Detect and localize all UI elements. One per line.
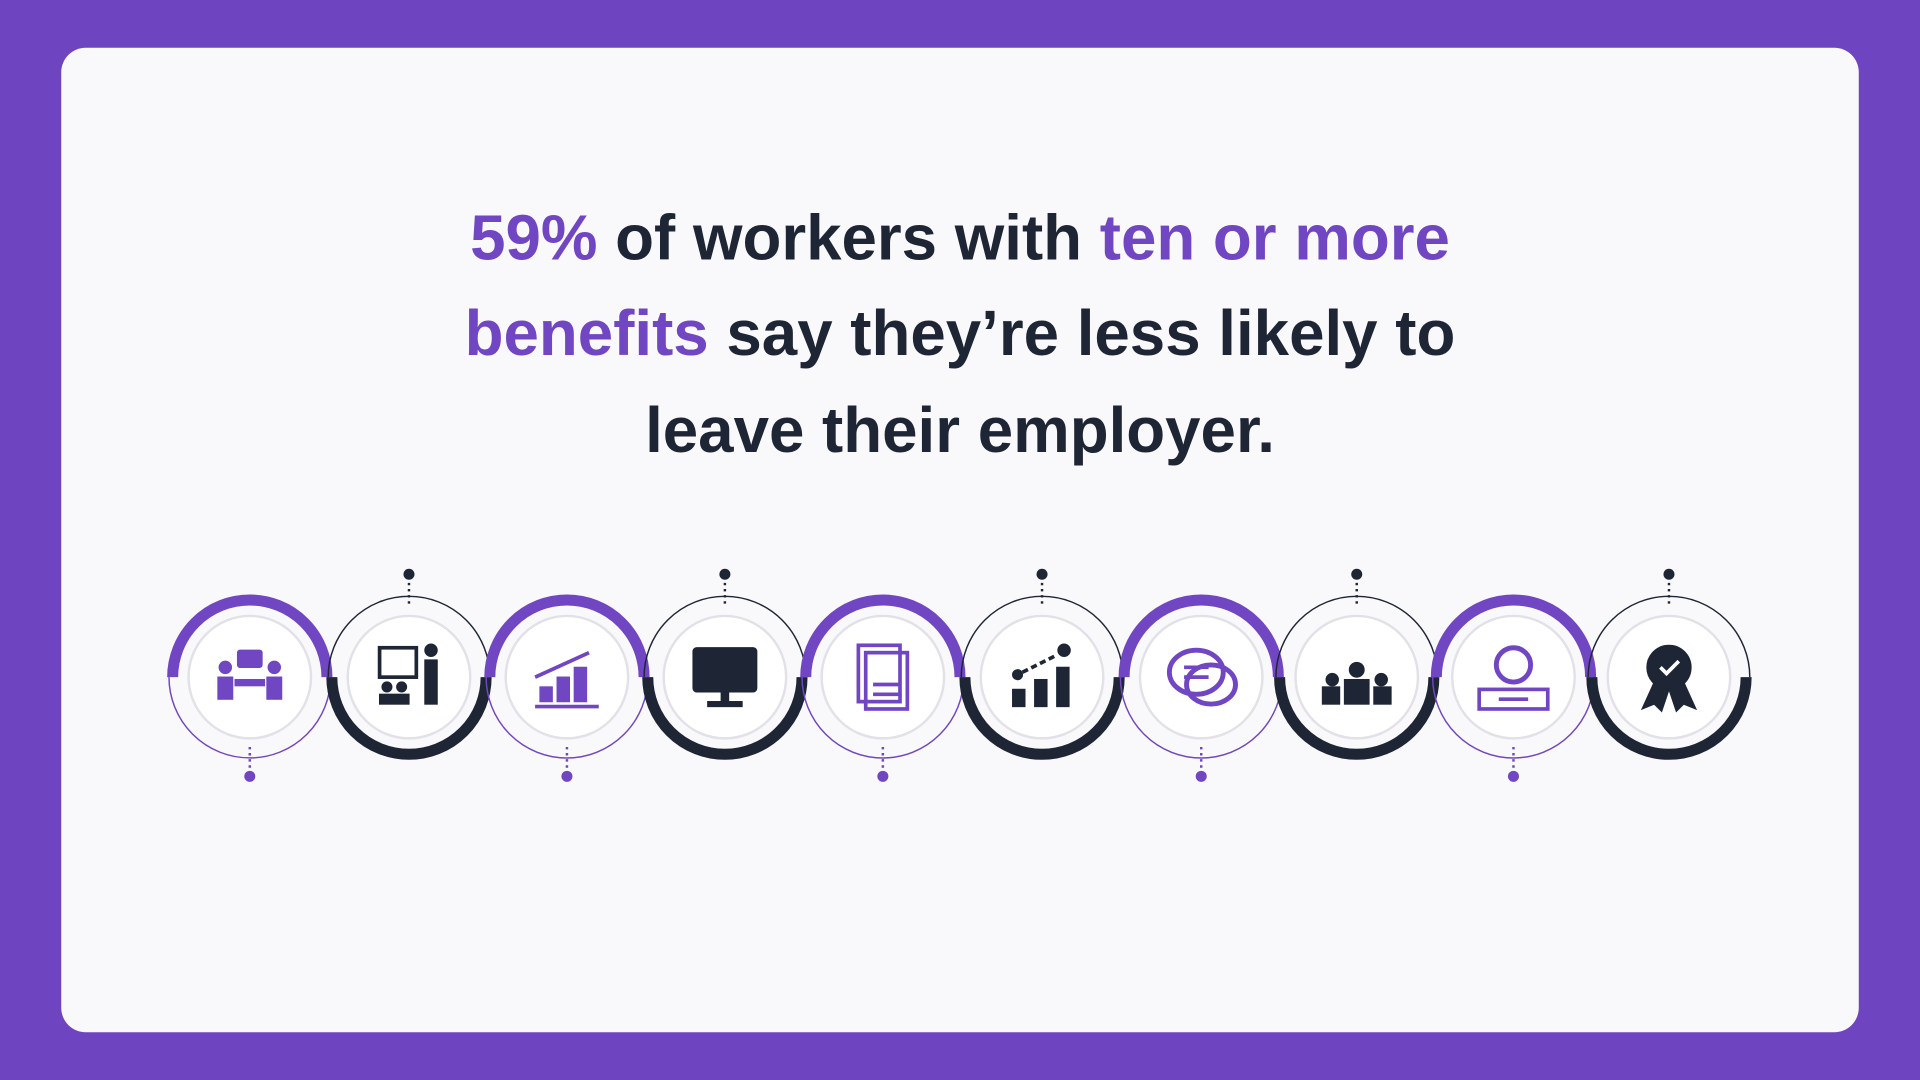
icon-part	[1325, 672, 1339, 687]
icon-part	[1348, 661, 1365, 678]
icon-part	[234, 678, 266, 687]
icon	[1321, 661, 1392, 705]
text: of workers with	[615, 203, 1082, 274]
connector-dot	[1351, 568, 1363, 580]
arc-thin	[168, 677, 332, 759]
text: say they’re less likely to	[726, 298, 1455, 369]
arc	[1118, 594, 1284, 678]
connector-dot	[877, 770, 889, 782]
icon-part	[1343, 678, 1370, 705]
icon-part	[556, 676, 570, 703]
icon-part	[1640, 681, 1670, 713]
icon	[217, 649, 283, 700]
icon-circle	[187, 614, 313, 740]
connector-dot	[1507, 770, 1519, 782]
arc	[326, 677, 492, 760]
arc	[1274, 677, 1440, 760]
icon-part	[1057, 643, 1071, 657]
arc-thin	[1431, 677, 1596, 759]
icon-part	[1012, 688, 1026, 708]
icon-part	[573, 666, 588, 703]
icon-part	[1021, 653, 1058, 674]
icon-part	[218, 660, 233, 675]
icon-part	[1034, 678, 1048, 708]
icon-circle	[979, 614, 1105, 740]
arc	[642, 677, 808, 760]
icon-circle	[1451, 614, 1576, 740]
icon	[1012, 643, 1071, 708]
icon-part	[378, 693, 410, 705]
highlight: benefits	[465, 298, 709, 369]
icon	[1477, 645, 1550, 711]
connector-dot	[1195, 770, 1207, 782]
headline-line: 59% of workers with ten or more	[470, 203, 1450, 274]
icon-part	[1184, 662, 1238, 707]
icon-part	[1012, 669, 1024, 681]
icon-part	[217, 676, 234, 700]
connector-dot	[719, 568, 731, 580]
icon-part	[377, 645, 419, 679]
icon-part	[534, 650, 590, 679]
icon-part	[1056, 666, 1070, 708]
icon-part	[1659, 659, 1681, 677]
icon-part	[1668, 681, 1698, 713]
card	[61, 47, 1859, 1033]
icon-part	[692, 647, 758, 693]
icon-part	[266, 676, 283, 700]
icon	[377, 643, 438, 705]
icon	[692, 647, 758, 708]
icon	[534, 650, 599, 709]
icon-row	[167, 568, 1752, 782]
connector-dot	[1663, 568, 1675, 580]
icon-part	[863, 650, 910, 711]
icon-part	[236, 649, 263, 668]
connector-dot	[561, 770, 573, 782]
icon-part	[267, 660, 282, 675]
text: leave their employer.	[645, 395, 1275, 466]
arc-thin	[801, 677, 965, 759]
icon	[1640, 644, 1698, 713]
arc-thin	[485, 677, 649, 759]
icon-part	[1493, 645, 1534, 685]
icon-part	[707, 701, 743, 708]
icon-part	[396, 681, 408, 693]
icon	[856, 643, 910, 711]
icon-part	[424, 643, 438, 657]
icon-circle	[820, 614, 946, 740]
icon-part	[1373, 686, 1392, 705]
headline-line: benefits say they’re less likely to	[465, 298, 1456, 369]
icon-part	[1374, 672, 1388, 687]
arc-thin	[1119, 677, 1283, 759]
icon-part	[424, 659, 438, 705]
arc	[1430, 594, 1597, 678]
arc	[484, 594, 650, 678]
highlight: 59%	[470, 203, 597, 274]
arc	[959, 677, 1125, 760]
highlight: ten or more	[1100, 203, 1450, 274]
icon-part	[381, 681, 393, 693]
icon	[1166, 647, 1238, 707]
arc	[167, 594, 333, 678]
arc	[1586, 677, 1752, 760]
connector-dot	[403, 568, 415, 580]
icon-part	[1321, 686, 1341, 705]
connector-dot	[244, 770, 256, 782]
icon-part	[856, 643, 902, 704]
headline-line: leave their employer.	[645, 395, 1275, 466]
icon-part	[1166, 647, 1226, 697]
arc	[800, 594, 966, 678]
icon-part	[539, 686, 553, 703]
icon-part	[1477, 687, 1550, 711]
connector-dot	[1036, 568, 1048, 580]
